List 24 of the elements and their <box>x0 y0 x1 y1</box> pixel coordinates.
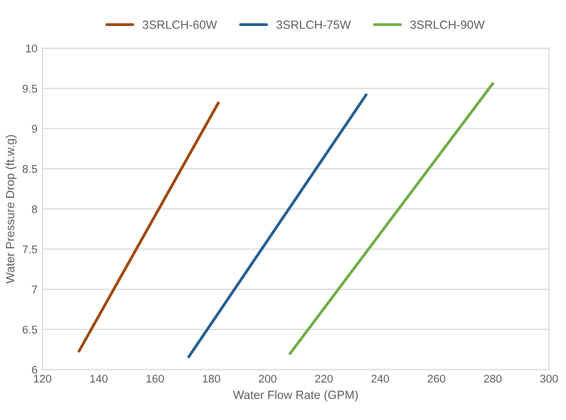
x-tick-label: 240 <box>371 374 389 383</box>
x-tick-label: 200 <box>258 374 276 383</box>
x-tick-label: 140 <box>90 374 108 383</box>
y-tick-label: 8 <box>32 205 38 214</box>
y-tick-label: 7 <box>32 286 38 294</box>
y-tick-label: 9.5 <box>22 84 38 93</box>
x-axis-title: Water Flow Rate (GPM) <box>233 390 358 402</box>
y-axis-title: Water Pressure Drop (ft.w.g) <box>6 135 17 284</box>
legend-label: 3SRLCH-75W <box>276 20 351 29</box>
y-tick-label: 8.5 <box>22 165 38 173</box>
y-tick-label: 6 <box>32 366 38 374</box>
x-tick-label: 160 <box>146 374 164 383</box>
x-tick-label: 220 <box>315 374 333 383</box>
x-tick-label: 180 <box>202 374 220 383</box>
x-tick-label: 260 <box>428 374 446 383</box>
x-tick-label: 280 <box>484 374 502 383</box>
legend-label: 3SRLCH-60W <box>142 20 217 29</box>
y-tick-label: 9 <box>32 124 38 133</box>
y-tick-label: 10 <box>26 44 38 52</box>
x-tick-label: 300 <box>540 374 558 383</box>
y-tick-label: 6.5 <box>22 326 38 334</box>
x-tick-label: 120 <box>34 374 52 383</box>
legend-label: 3SRLCH-90W <box>410 20 485 29</box>
y-tick-label: 7.5 <box>22 245 38 254</box>
